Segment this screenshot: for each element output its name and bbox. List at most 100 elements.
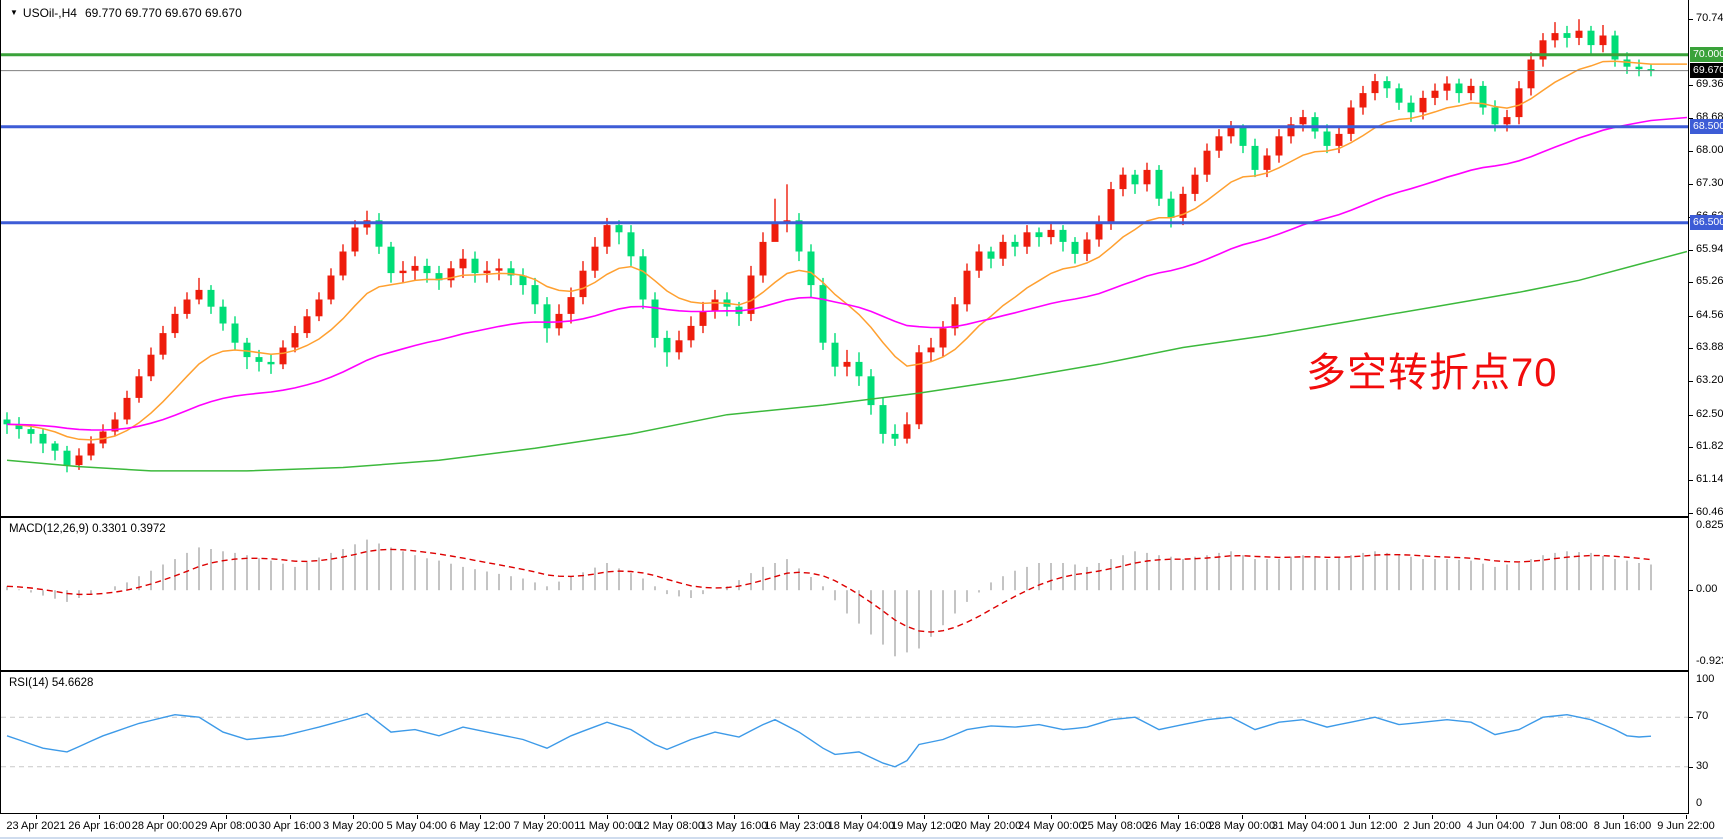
bottom-rule [0, 837, 1723, 839]
time-tick-mark [1305, 815, 1307, 819]
time-tick-label: 16 May 23:00 [764, 820, 831, 832]
price-tick-label: 64.560 [1696, 308, 1723, 321]
price-tick-label: 70.740 [1696, 12, 1723, 25]
time-tick-label: 8 Jun 16:00 [1593, 820, 1652, 832]
time-tick-mark [480, 815, 482, 819]
time-tick-label: 26 May 16:00 [1144, 820, 1212, 832]
symbol-timeframe-label: USOil-,H4 [22, 6, 77, 20]
axis-tick-mark [1689, 381, 1693, 382]
time-tick-mark [1686, 815, 1687, 819]
time-tick-mark [1495, 815, 1497, 819]
axis-tick-mark [1689, 513, 1693, 514]
candlestick-chart [1, 19, 1688, 473]
axis-tick-mark [1689, 480, 1693, 481]
rsi-level-lines [1, 716, 1688, 768]
time-tick-mark [99, 815, 101, 819]
macd-axis-label: 0.8254 [1696, 519, 1723, 531]
axis-tick-mark [1689, 184, 1693, 185]
candlestick-series [3, 19, 1655, 473]
moving-averages [6, 60, 1688, 472]
time-tick-label: 29 Apr 08:00 [195, 820, 258, 832]
time-tick-mark [1178, 815, 1180, 819]
time-tick-label: 30 Apr 16:00 [258, 820, 322, 832]
time-tick-label: 7 Jun 08:00 [1530, 820, 1588, 832]
price-line-badge: 69.670 [1690, 62, 1723, 78]
time-tick-mark [1114, 815, 1116, 819]
ohlc-quotes: 69.770 69.770 69.670 69.670 [84, 6, 242, 20]
price-tick-label: 65.940 [1696, 242, 1723, 255]
time-tick-mark [36, 815, 37, 819]
macd-axis-label: 0.00 [1696, 583, 1718, 596]
price-chart-panel[interactable]: ▼ USOil-,H4 69.770 69.770 69.670 69.670 [0, 0, 1688, 518]
rsi-value: 54.6628 [51, 677, 94, 689]
time-tick-label: 26 Apr 16:00 [68, 820, 131, 832]
symbol-dropdown-icon[interactable]: ▼ [10, 8, 18, 17]
axis-tick-mark [1689, 590, 1693, 591]
time-tick-mark [607, 815, 609, 819]
axis-tick-mark [1689, 282, 1693, 283]
time-tick-label: 3 May 20:00 [323, 820, 384, 832]
axis-tick-mark [1689, 19, 1693, 20]
time-tick-label: 9 Jun 22:00 [1657, 820, 1715, 832]
macd-signal-line [6, 548, 1652, 633]
time-tick-mark [924, 815, 926, 819]
rsi-axis-label: 100 [1696, 673, 1715, 685]
time-tick-label: 31 May 04:00 [1271, 820, 1339, 832]
axis-tick-mark [1689, 447, 1693, 448]
price-tick-label: 65.260 [1696, 275, 1723, 288]
axis-tick-mark [1689, 767, 1693, 768]
time-tick-label: 12 May 08:00 [637, 820, 704, 832]
time-tick-label: 2 Jun 20:00 [1403, 820, 1461, 832]
time-tick-mark [353, 815, 355, 819]
time-tick-label: 23 Apr 2021 [6, 820, 66, 832]
rsi-axis-label: 0 [1696, 797, 1703, 809]
axis-tick-mark [1689, 316, 1693, 317]
time-tick-mark [1051, 815, 1053, 819]
axis-tick-mark [1689, 85, 1693, 86]
price-tick-label: 62.500 [1696, 407, 1723, 420]
time-tick-mark [1241, 815, 1243, 819]
price-axis[interactable]: 70.74069.36068.68068.00067.30066.62065.9… [1688, 0, 1723, 814]
axis-tick-mark [1689, 118, 1693, 119]
time-tick-mark [797, 815, 799, 819]
price-line-badge: 66.500 [1690, 214, 1723, 230]
macd-panel[interactable]: MACD(12,26,9) 0.3301 0.3972 [0, 518, 1688, 672]
macd-plot [6, 539, 1652, 657]
time-tick-label: 25 May 08:00 [1081, 820, 1149, 832]
price-tick-label: 63.880 [1696, 341, 1723, 354]
price-tick-label: 63.200 [1696, 374, 1723, 387]
time-tick-mark [734, 815, 736, 819]
price-tick-label: 67.300 [1696, 177, 1723, 190]
rsi-axis-label: 30 [1696, 759, 1709, 772]
macd-axis-label: -0.9234 [1696, 655, 1723, 667]
rsi-line [6, 712, 1652, 768]
time-tick-label: 18 May 04:00 [827, 820, 895, 832]
price-line-badge: 70.000 [1690, 46, 1723, 62]
time-tick-mark [1432, 815, 1434, 819]
rsi-panel[interactable]: RSI(14) 54.6628 [0, 672, 1688, 814]
axis-tick-mark [1689, 250, 1693, 251]
time-tick-mark [416, 815, 418, 819]
axis-tick-mark [1689, 348, 1693, 349]
macd-name: MACD(12,26,9) [9, 523, 89, 535]
time-tick-label: 6 May 12:00 [449, 820, 511, 832]
rsi-axis-label: 70 [1696, 710, 1709, 723]
price-tick-label: 61.820 [1696, 440, 1723, 453]
time-tick-label: 13 May 16:00 [700, 820, 768, 832]
time-tick-label: 7 May 20:00 [513, 820, 574, 832]
annotation-text: 多空转折点70 [1306, 351, 1558, 395]
time-tick-label: 11 May 00:00 [574, 820, 641, 832]
macd-values: 0.3301 0.3972 [92, 523, 166, 535]
time-axis[interactable]: 23 Apr 2021 26 Apr 16:00 28 Apr 00:00 29 Ap… [0, 815, 1723, 839]
chart-title: ▼ USOil-,H4 69.770 69.770 69.670 69.670 [10, 6, 242, 20]
time-tick-label: 1 Jun 12:00 [1339, 820, 1398, 832]
time-tick-mark [543, 815, 545, 819]
rsi-label: RSI(14) 54.6628 [9, 677, 93, 689]
time-tick-mark [861, 815, 862, 819]
time-tick-mark [289, 815, 291, 819]
price-tick-label: 69.360 [1696, 78, 1723, 91]
price-tick-label: 68.000 [1696, 143, 1723, 156]
time-tick-mark [1559, 815, 1561, 819]
time-tick-label: 28 May 00:00 [1208, 820, 1276, 832]
